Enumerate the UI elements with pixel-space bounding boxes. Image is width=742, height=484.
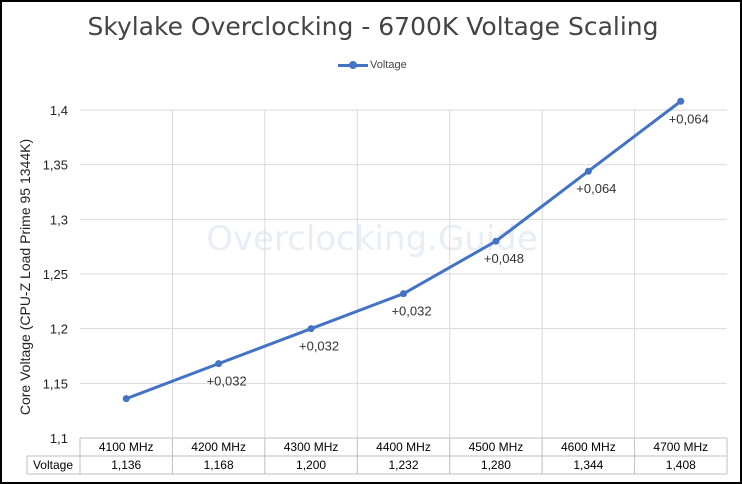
y-tick-label: 1,3 [50,212,68,227]
data-point [400,290,407,298]
y-tick-label: 1,2 [50,322,68,337]
y-tick-label: 1,1 [50,431,68,446]
watermark: Overclocking.Guide [206,219,538,259]
y-tick-label: 1,15 [43,376,68,391]
data-point [307,325,315,333]
x-tick-label: 4500 MHz [469,440,524,454]
table-value: 1,344 [573,458,603,472]
y-tick-label: 1,4 [50,103,68,118]
chart-title: Skylake Overclocking - 6700K Voltage Sca… [87,12,659,41]
table-value: 1,136 [111,458,141,472]
data-point [122,395,130,403]
table-value: 1,168 [204,458,234,472]
y-tick-label: 1,35 [43,158,68,173]
data-point [677,97,685,105]
x-tick-label: 4600 MHz [561,440,616,454]
table-value: 1,200 [296,458,326,472]
table-row-label: Voltage [33,458,73,472]
data-label: +0,032 [299,339,339,354]
data-point [492,237,500,245]
data-point [215,360,223,368]
x-tick-label: 4300 MHz [284,440,339,454]
y-tick-label: 1,25 [43,267,68,282]
data-label: +0,064 [576,181,616,196]
legend-label: Voltage [370,59,407,71]
table-value: 1,408 [666,458,696,472]
x-tick-label: 4700 MHz [653,440,708,454]
x-tick-label: 4400 MHz [376,440,431,454]
data-label: +0,032 [207,374,247,389]
data-label: +0,032 [391,304,431,319]
x-tick-label: 4100 MHz [99,440,154,454]
data-label: +0,064 [669,111,709,126]
legend: Voltage [338,58,407,72]
data-label: +0,048 [484,251,524,266]
table-value: 1,232 [388,458,418,472]
legend-swatch [338,58,368,72]
table-value: 1,280 [481,458,511,472]
data-point [584,167,592,175]
x-tick-label: 4200 MHz [191,440,246,454]
